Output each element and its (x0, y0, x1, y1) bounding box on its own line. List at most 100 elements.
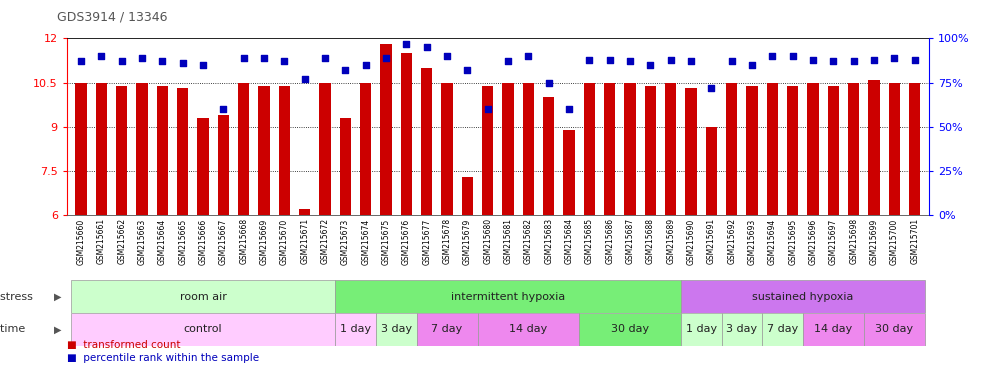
Point (643, 62, 659, 68)
Text: GSM215677: GSM215677 (423, 218, 432, 265)
Bar (319, 83, 330, 215)
Point (419, 44, 434, 50)
Bar (681, 280, 925, 313)
Bar (889, 83, 900, 215)
Bar (803, 313, 864, 346)
Bar (563, 130, 575, 215)
Bar (76, 83, 87, 215)
Text: GSM215698: GSM215698 (849, 218, 858, 265)
Bar (335, 280, 681, 313)
Point (196, 62, 211, 68)
Point (73, 58, 88, 65)
Bar (579, 313, 681, 346)
Bar (746, 86, 758, 215)
Bar (605, 83, 615, 215)
Text: GSM215701: GSM215701 (910, 218, 919, 265)
Point (826, 58, 841, 65)
Text: 30 day: 30 day (611, 324, 649, 334)
Bar (360, 83, 372, 215)
Bar (828, 86, 838, 215)
Bar (868, 79, 880, 215)
Bar (401, 53, 412, 215)
Text: GSM215664: GSM215664 (158, 218, 167, 265)
Point (887, 55, 902, 61)
Text: GSM215691: GSM215691 (707, 218, 716, 265)
Point (215, 106, 231, 112)
Point (257, 55, 272, 61)
Point (845, 58, 861, 65)
Bar (502, 83, 514, 215)
Bar (95, 83, 107, 215)
Bar (218, 115, 229, 215)
Text: GSM215680: GSM215680 (484, 218, 492, 265)
Bar (767, 83, 778, 215)
Point (358, 62, 374, 68)
Text: GSM215668: GSM215668 (239, 218, 249, 265)
Text: 14 day: 14 day (509, 324, 548, 334)
Bar (624, 83, 636, 215)
Point (602, 56, 617, 63)
Bar (137, 83, 147, 215)
Text: GSM215697: GSM215697 (829, 218, 838, 265)
Text: 3 day: 3 day (726, 324, 758, 334)
Bar (685, 88, 697, 215)
Point (866, 56, 882, 63)
Text: GSM215669: GSM215669 (260, 218, 268, 265)
Text: GSM215678: GSM215678 (442, 218, 451, 265)
Bar (441, 83, 452, 215)
Bar (71, 280, 335, 313)
Bar (645, 86, 656, 215)
Text: GSM215675: GSM215675 (381, 218, 390, 265)
Text: GSM215688: GSM215688 (646, 218, 655, 264)
Text: GSM215665: GSM215665 (178, 218, 187, 265)
Point (622, 58, 638, 65)
Bar (523, 83, 534, 215)
Text: 7 day: 7 day (432, 324, 463, 334)
Bar (787, 86, 798, 215)
Text: GSM215672: GSM215672 (320, 218, 329, 265)
Point (561, 106, 577, 112)
Bar (116, 86, 128, 215)
Point (337, 67, 353, 73)
Text: GSM215667: GSM215667 (219, 218, 228, 265)
Point (582, 56, 598, 63)
Text: ■  transformed count: ■ transformed count (67, 339, 180, 349)
Text: GSM215696: GSM215696 (809, 218, 818, 265)
Bar (380, 44, 391, 215)
Text: GSM215684: GSM215684 (564, 218, 573, 265)
Text: 3 day: 3 day (380, 324, 412, 334)
Point (135, 55, 150, 61)
Text: GSM215676: GSM215676 (402, 218, 411, 265)
Text: GSM215683: GSM215683 (545, 218, 553, 265)
Text: GSM215660: GSM215660 (77, 218, 86, 265)
Text: GSM215695: GSM215695 (788, 218, 797, 265)
Point (704, 85, 720, 91)
Point (723, 58, 739, 65)
Bar (299, 209, 311, 215)
Bar (864, 313, 925, 346)
Point (683, 58, 699, 65)
Point (439, 53, 455, 59)
Text: GSM215662: GSM215662 (117, 218, 126, 265)
Text: GSM215692: GSM215692 (727, 218, 736, 265)
Bar (421, 68, 433, 215)
Text: GSM215671: GSM215671 (300, 218, 310, 265)
Bar (544, 97, 554, 215)
Text: GSM215693: GSM215693 (747, 218, 757, 265)
Text: GSM215690: GSM215690 (686, 218, 696, 265)
Text: stress: stress (0, 291, 40, 302)
Bar (706, 127, 717, 215)
Point (154, 58, 170, 65)
Bar (462, 177, 473, 215)
Point (276, 58, 292, 65)
Point (907, 56, 923, 63)
Point (93, 53, 109, 59)
Text: GSM215694: GSM215694 (768, 218, 777, 265)
Bar (198, 118, 208, 215)
Point (175, 60, 191, 66)
Text: 7 day: 7 day (767, 324, 798, 334)
Bar (848, 83, 859, 215)
Text: GSM215679: GSM215679 (463, 218, 472, 265)
Point (480, 106, 495, 112)
Text: intermittent hypoxia: intermittent hypoxia (451, 291, 565, 302)
